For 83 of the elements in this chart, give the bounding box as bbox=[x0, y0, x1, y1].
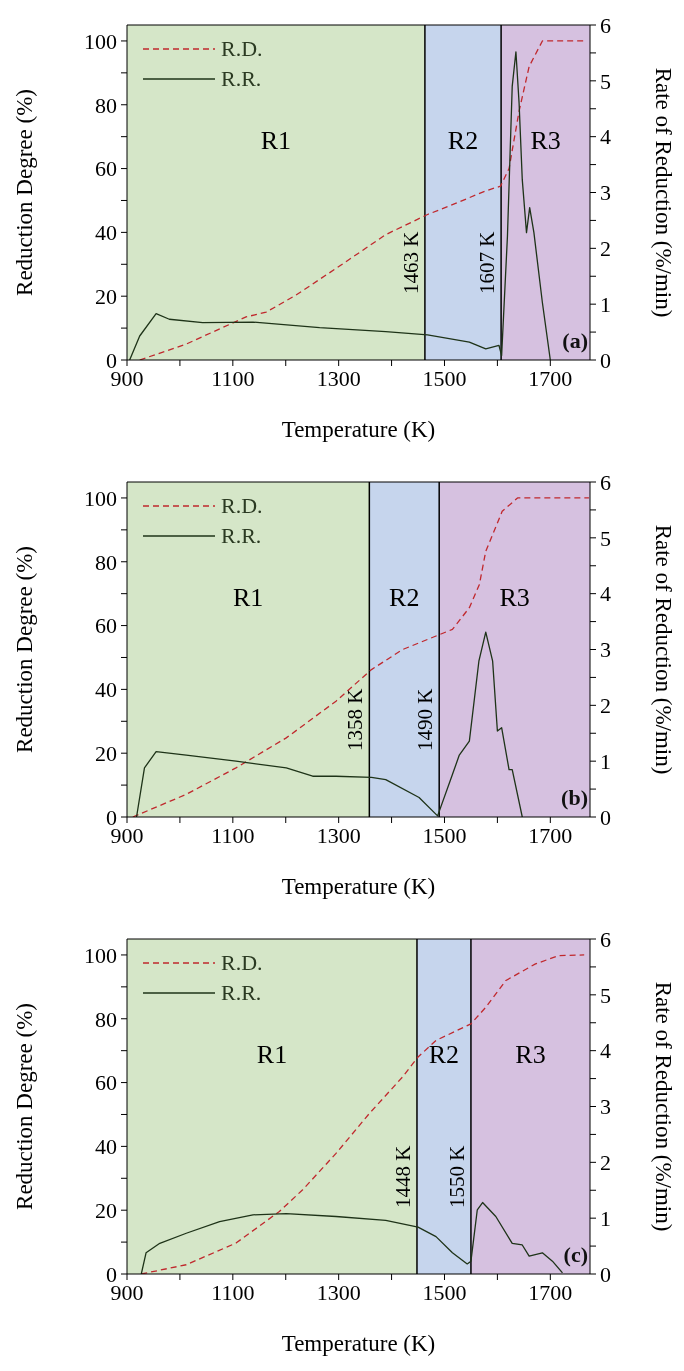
y2-tick-label: 5 bbox=[600, 68, 611, 94]
y-tick-label: 60 bbox=[95, 156, 117, 182]
y2-tick-label: 4 bbox=[600, 581, 611, 607]
y-tick-label: 20 bbox=[95, 284, 117, 309]
y-tick-label: 80 bbox=[95, 549, 117, 575]
band-label: R3 bbox=[515, 1039, 546, 1069]
y2-tick-label: 2 bbox=[600, 693, 611, 719]
y2-tick-label: 2 bbox=[600, 236, 611, 262]
band-label: R1 bbox=[256, 1039, 288, 1069]
annotation: (a) bbox=[562, 328, 588, 354]
y-tick-label: 40 bbox=[95, 220, 117, 246]
band-label: R3 bbox=[499, 582, 530, 612]
y-tick-label: 100 bbox=[84, 485, 117, 511]
y-tick-label: 20 bbox=[95, 1198, 117, 1223]
x-tick-label: 1500 bbox=[422, 365, 467, 391]
ref-line-label: 1607 K bbox=[474, 231, 499, 295]
y-axis-title: Reduction Degree (%) bbox=[12, 89, 38, 296]
y2-tick-label: 4 bbox=[600, 124, 611, 150]
ref-line-label: 1463 K bbox=[398, 231, 423, 295]
y2-tick-label: 0 bbox=[600, 1261, 611, 1287]
x-axis-title: Temperature (K) bbox=[281, 874, 436, 899]
y2-tick-label: 6 bbox=[600, 926, 611, 952]
ref-line-label: 1490 K bbox=[413, 688, 438, 752]
legend-label: R.R. bbox=[221, 522, 262, 550]
legend-label: R.R. bbox=[221, 979, 262, 1007]
y2-axis-title: Rate of Reduction (%/min) bbox=[650, 524, 676, 775]
band-label: R2 bbox=[428, 1039, 460, 1069]
y2-axis-title: Rate of Reduction (%/min) bbox=[650, 981, 676, 1232]
x-tick-label: 1100 bbox=[211, 1279, 255, 1305]
y-axis-title: Reduction Degree (%) bbox=[12, 546, 38, 753]
band-label: R1 bbox=[260, 125, 292, 155]
band-label: R2 bbox=[447, 125, 479, 155]
y-tick-label: 100 bbox=[84, 942, 117, 968]
band-label: R3 bbox=[530, 125, 561, 155]
y2-tick-label: 2 bbox=[600, 1150, 611, 1176]
ref-line-label: 1358 K bbox=[343, 688, 368, 752]
band-label: R1 bbox=[233, 582, 264, 612]
x-tick-label: 1300 bbox=[316, 365, 361, 391]
y-tick-label: 40 bbox=[95, 1134, 117, 1160]
y2-tick-label: 3 bbox=[600, 180, 611, 206]
x-tick-label: 1500 bbox=[422, 1279, 467, 1305]
x-axis-title: Temperature (K) bbox=[281, 417, 436, 442]
y2-tick-label: 4 bbox=[600, 1038, 611, 1064]
y2-tick-label: 1 bbox=[600, 1205, 611, 1231]
line-series bbox=[132, 497, 590, 817]
y2-tick-label: 0 bbox=[600, 347, 611, 373]
y-tick-label: 60 bbox=[95, 1070, 117, 1096]
y2-tick-label: 0 bbox=[600, 804, 611, 830]
y2-tick-label: 1 bbox=[600, 291, 611, 317]
line-series bbox=[135, 631, 523, 817]
x-tick-label: 1500 bbox=[422, 822, 467, 848]
annotation: (c) bbox=[563, 1242, 588, 1268]
y2-tick-label: 6 bbox=[600, 12, 611, 38]
y-tick-label: 80 bbox=[95, 92, 117, 118]
band-label: R2 bbox=[389, 582, 420, 612]
y2-tick-label: 3 bbox=[600, 637, 611, 663]
x-tick-label: 1300 bbox=[316, 1279, 361, 1305]
y-tick-label: 40 bbox=[95, 677, 117, 703]
y-tick-label: 100 bbox=[84, 28, 117, 54]
ref-line-label: 1550 K bbox=[444, 1145, 469, 1209]
y2-tick-label: 5 bbox=[600, 982, 611, 1008]
ref-line-label: 1448 K bbox=[390, 1145, 415, 1209]
legend-label: R.D. bbox=[221, 949, 263, 977]
y2-tick-label: 5 bbox=[600, 525, 611, 551]
legend-label: R.D. bbox=[221, 492, 263, 520]
y-tick-label: 20 bbox=[95, 741, 117, 766]
y-axis-title: Reduction Degree (%) bbox=[12, 1003, 38, 1210]
x-axis-title: Temperature (K) bbox=[281, 1331, 436, 1356]
y2-tick-label: 6 bbox=[600, 469, 611, 495]
x-tick-label: 1700 bbox=[528, 822, 573, 848]
x-tick-label: 1700 bbox=[528, 1279, 573, 1305]
x-tick-label: 1100 bbox=[211, 365, 255, 391]
x-tick-label: 1300 bbox=[316, 822, 361, 848]
legend-label: R.R. bbox=[221, 65, 262, 93]
y2-tick-label: 3 bbox=[600, 1094, 611, 1120]
annotation: (b) bbox=[561, 785, 588, 811]
x-tick-label: 1700 bbox=[528, 365, 573, 391]
x-tick-label: 1100 bbox=[211, 822, 255, 848]
y-tick-label: 60 bbox=[95, 613, 117, 639]
y2-axis-title: Rate of Reduction (%/min) bbox=[650, 67, 676, 318]
y-tick-label: 80 bbox=[95, 1006, 117, 1032]
y2-tick-label: 1 bbox=[600, 748, 611, 774]
legend-label: R.D. bbox=[221, 35, 263, 63]
